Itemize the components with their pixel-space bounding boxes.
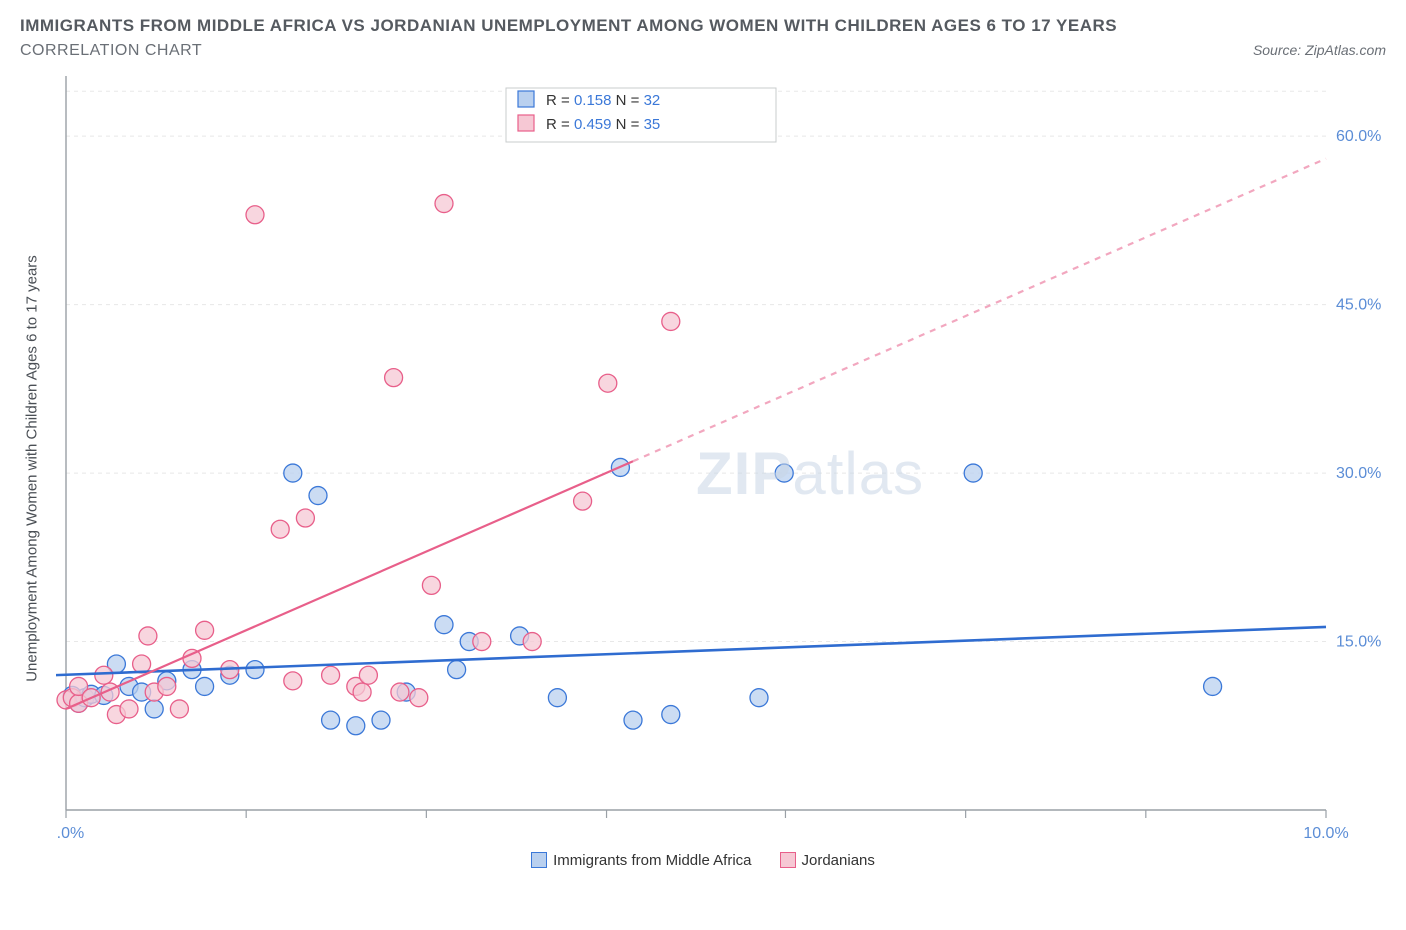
- data-point: [435, 195, 453, 213]
- data-point: [322, 711, 340, 729]
- correlation-chart: 15.0% 30.0% 45.0% 60.0% 0.0% 10.0% R = 0.158 N…: [56, 70, 1386, 850]
- data-point: [95, 666, 113, 684]
- data-point: [139, 627, 157, 645]
- data-point: [599, 374, 617, 392]
- legend-swatch: [531, 852, 547, 868]
- data-point: [196, 677, 214, 695]
- source-label: Source: ZipAtlas.com: [1253, 42, 1386, 58]
- trend-line: [56, 627, 1326, 675]
- data-point: [246, 661, 264, 679]
- legend-label: Jordanians: [802, 852, 875, 869]
- data-point: [1204, 677, 1222, 695]
- data-point: [284, 672, 302, 690]
- svg-text:10.0%: 10.0%: [1303, 825, 1348, 842]
- data-point: [435, 616, 453, 634]
- page-title: IMMIGRANTS FROM MIDDLE AFRICA VS JORDANI…: [20, 16, 1117, 36]
- data-point: [750, 689, 768, 707]
- data-point: [391, 683, 409, 701]
- data-point: [473, 633, 491, 651]
- data-point: [372, 711, 390, 729]
- data-point: [964, 464, 982, 482]
- data-point: [624, 711, 642, 729]
- legend-row: R = 0.459 N = 35: [546, 116, 660, 133]
- y-axis-label: Unemployment Among Women with Children A…: [24, 255, 41, 682]
- trend-line-dashed: [633, 159, 1326, 462]
- data-point: [662, 312, 680, 330]
- data-point: [448, 661, 466, 679]
- svg-text:45.0%: 45.0%: [1336, 297, 1381, 314]
- data-point: [309, 487, 327, 505]
- legend-swatch: [518, 115, 534, 131]
- trend-line: [66, 461, 633, 709]
- svg-text:30.0%: 30.0%: [1336, 465, 1381, 482]
- legend-item: Immigrants from Middle Africa: [531, 852, 751, 869]
- data-point: [271, 520, 289, 538]
- data-point: [775, 464, 793, 482]
- data-point: [353, 683, 371, 701]
- data-point: [246, 206, 264, 224]
- data-point: [548, 689, 566, 707]
- data-point: [158, 677, 176, 695]
- legend-swatch: [518, 91, 534, 107]
- data-point: [120, 700, 138, 718]
- legend-row: R = 0.158 N = 32: [546, 92, 660, 109]
- data-point: [410, 689, 428, 707]
- data-point: [133, 655, 151, 673]
- data-point: [385, 369, 403, 387]
- data-point: [196, 621, 214, 639]
- data-point: [347, 717, 365, 735]
- svg-text:0.0%: 0.0%: [56, 825, 84, 842]
- data-point: [145, 700, 163, 718]
- legend-label: Immigrants from Middle Africa: [553, 852, 751, 869]
- data-point: [523, 633, 541, 651]
- legend-bottom: Immigrants from Middle Africa Jordanians: [20, 852, 1386, 869]
- data-point: [574, 492, 592, 510]
- legend-item: Jordanians: [780, 852, 875, 869]
- data-point: [170, 700, 188, 718]
- data-point: [284, 464, 302, 482]
- data-point: [322, 666, 340, 684]
- data-point: [359, 666, 377, 684]
- data-point: [662, 706, 680, 724]
- legend-swatch: [780, 852, 796, 868]
- svg-text:60.0%: 60.0%: [1336, 128, 1381, 145]
- subtitle: CORRELATION CHART: [20, 42, 202, 60]
- data-point: [296, 509, 314, 527]
- svg-text:15.0%: 15.0%: [1336, 634, 1381, 651]
- data-point: [422, 576, 440, 594]
